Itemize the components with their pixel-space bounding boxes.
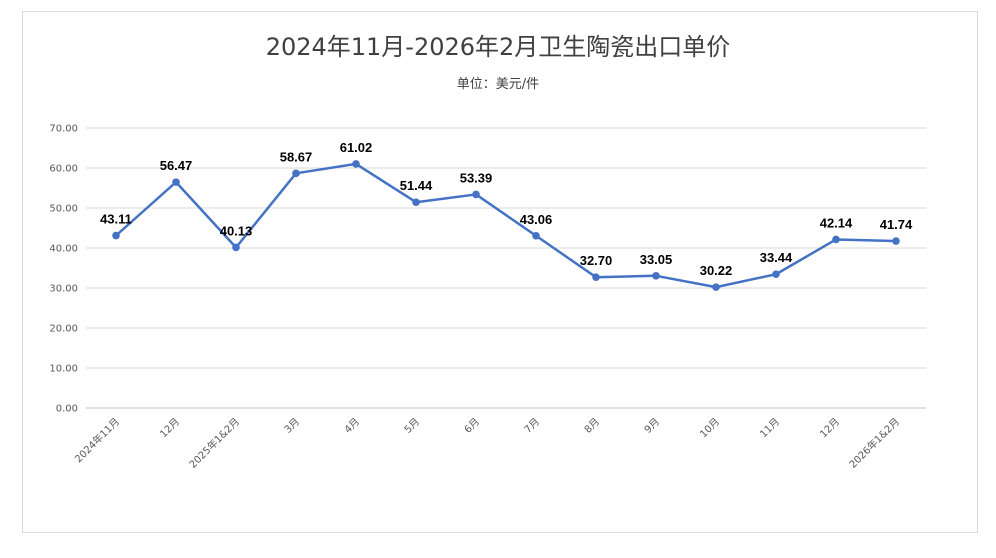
data-label: 61.02: [340, 140, 373, 155]
y-tick-label: 10.00: [49, 364, 78, 375]
data-label: 42.14: [820, 215, 853, 230]
data-labels: 43.11 56.47 40.13 58.67 61.02 51.44 53.39 43.06…: [100, 140, 913, 278]
data-point: [112, 231, 120, 240]
data-label: 32.70: [580, 253, 613, 268]
data-label: 58.67: [280, 149, 313, 164]
chart-subtitle: 单位：美元/件: [456, 77, 540, 92]
x-tick-label: 7月: [522, 416, 542, 436]
x-tick-label: 8月: [582, 416, 602, 436]
data-label: 33.44: [760, 250, 793, 265]
data-label: 53.39: [460, 170, 493, 185]
data-point: [892, 237, 900, 245]
series-line: [115, 162, 897, 289]
data-label: 33.05: [640, 252, 673, 267]
x-tick-label: 3月: [282, 416, 302, 436]
x-tick-label: 2025年1&2月: [186, 415, 242, 471]
chart-frame: [22, 11, 978, 533]
y-tick-label: 50.00: [49, 204, 78, 215]
chart-title: 2024年11月-2026年2月卫生陶瓷出口单价: [265, 33, 731, 61]
data-point: [172, 178, 180, 186]
x-tick-label: 2024年11月: [72, 415, 122, 465]
y-tick-label: 30.00: [49, 284, 78, 295]
y-axis: 0.00 10.00 20.00 30.00 40.00 50.00 60.00 70.00: [49, 124, 78, 415]
x-tick-label: 9月: [642, 416, 662, 436]
x-tick-label: 12月: [818, 416, 843, 441]
y-tick-label: 40.00: [49, 244, 78, 255]
x-tick-label: 12月: [158, 416, 183, 441]
y-tick-label: 60.00: [49, 164, 78, 175]
data-label: 30.22: [700, 263, 733, 278]
y-tick-label: 0.00: [56, 404, 78, 415]
data-label: 41.74: [880, 217, 913, 232]
x-tick-label: 5月: [402, 416, 422, 436]
y-tick-label: 20.00: [49, 324, 78, 335]
y-tick-label: 70.00: [49, 124, 78, 135]
data-label: 43.06: [520, 212, 553, 227]
data-point: [712, 283, 720, 291]
data-point: [412, 198, 420, 207]
data-point: [352, 160, 360, 168]
data-label: 56.47: [160, 158, 193, 173]
data-point: [472, 190, 480, 199]
data-point: [652, 272, 660, 280]
gridlines: [86, 127, 926, 409]
x-tick-label: 11月: [758, 416, 783, 441]
x-tick-label: 10月: [698, 416, 723, 441]
series-layer: [112, 160, 900, 291]
x-tick-label: 6月: [462, 416, 482, 436]
data-point: [292, 169, 300, 178]
x-tick-label: 4月: [342, 416, 362, 436]
data-point: [592, 273, 600, 282]
data-label: 43.11: [100, 212, 132, 227]
x-axis: 2024年11月 12月 2025年1&2月 3月 4月 5月 6月 7月 8月 9月 10月 11月…: [72, 415, 902, 471]
data-label: 40.13: [220, 223, 253, 238]
data-point: [772, 270, 780, 279]
data-label: 51.44: [400, 178, 433, 193]
data-point: [832, 235, 840, 244]
data-point: [532, 231, 540, 240]
data-point: [232, 243, 240, 252]
x-tick-label: 2026年1&2月: [846, 415, 902, 471]
